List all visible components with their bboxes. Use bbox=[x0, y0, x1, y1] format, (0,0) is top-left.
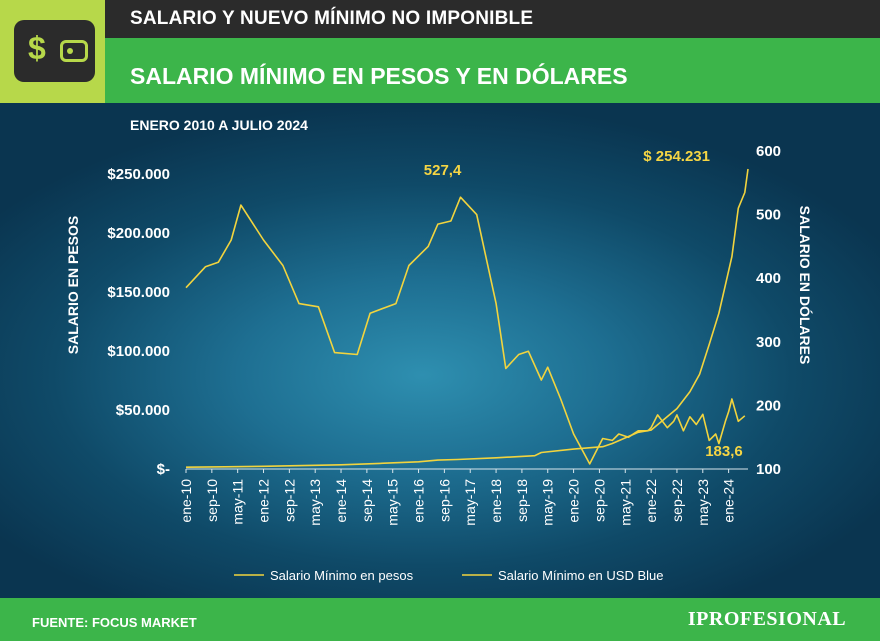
legend-label: Salario Mínimo en USD Blue bbox=[498, 568, 663, 583]
x-tick-label: ene-16 bbox=[411, 479, 427, 523]
x-tick-label: ene-24 bbox=[721, 479, 737, 523]
right-tick-label: 100 bbox=[756, 461, 781, 478]
x-tick-label: sep-10 bbox=[204, 479, 220, 522]
x-tick-label: sep-12 bbox=[281, 479, 297, 522]
x-tick-label: may-17 bbox=[462, 479, 478, 526]
left-tick-label: $200.000 bbox=[107, 225, 170, 242]
left-tick-label: $250.000 bbox=[107, 166, 170, 183]
series-line-pesos bbox=[185, 168, 749, 468]
x-tick-label: ene-20 bbox=[566, 479, 582, 523]
top-bar bbox=[0, 0, 880, 38]
legend-label: Salario Mínimo en pesos bbox=[270, 568, 414, 583]
x-tick-label: ene-18 bbox=[488, 479, 504, 523]
x-tick-label: may-15 bbox=[385, 479, 401, 526]
x-tick-label: sep-22 bbox=[669, 479, 685, 522]
data-label: 183,6 bbox=[705, 443, 743, 460]
x-tick-label: may-21 bbox=[617, 479, 633, 526]
wallet-dollar-icon: $ bbox=[14, 20, 95, 82]
right-tick-label: 500 bbox=[756, 207, 781, 224]
series-line-usd bbox=[185, 196, 746, 465]
left-tick-label: $50.000 bbox=[116, 402, 170, 419]
wallet-clasp-icon bbox=[60, 40, 88, 62]
x-tick-label: may-19 bbox=[540, 479, 556, 526]
right-axis-title: SALARIO EN DÓLARES bbox=[797, 206, 814, 365]
x-tick-label: may-11 bbox=[230, 479, 246, 525]
top-title: SALARIO Y NUEVO MÍNIMO NO IMPONIBLE bbox=[130, 8, 534, 29]
x-tick-label: ene-14 bbox=[333, 479, 349, 523]
page-title: SALARIO MÍNIMO EN PESOS Y EN DÓLARES bbox=[130, 63, 628, 89]
data-label: 527,4 bbox=[424, 162, 462, 179]
right-tick-label: 600 bbox=[756, 143, 781, 160]
x-tick-label: sep-20 bbox=[591, 479, 607, 522]
title-bar bbox=[0, 38, 880, 103]
left-tick-label: $- bbox=[157, 461, 170, 478]
x-tick-label: ene-22 bbox=[643, 479, 659, 523]
left-axis-title: SALARIO EN PESOS bbox=[65, 216, 81, 354]
footer-source: FUENTE: FOCUS MARKET bbox=[32, 615, 197, 630]
logo-box: $ bbox=[0, 0, 105, 103]
right-tick-label: 300 bbox=[756, 334, 781, 351]
chart-subtitle: ENERO 2010 A JULIO 2024 bbox=[130, 117, 308, 133]
left-tick-label: $150.000 bbox=[107, 284, 170, 301]
footer-bar bbox=[0, 598, 880, 641]
brand-logo: IPROFESIONAL bbox=[687, 608, 847, 630]
x-tick-label: sep-14 bbox=[359, 479, 375, 522]
left-tick-label: $100.000 bbox=[107, 343, 170, 360]
x-tick-label: may-23 bbox=[695, 479, 711, 526]
x-tick-label: may-13 bbox=[307, 479, 323, 526]
x-tick-label: ene-10 bbox=[178, 479, 194, 523]
data-label: $ 254.231 bbox=[643, 148, 710, 165]
right-tick-label: 400 bbox=[756, 270, 781, 287]
dollar-sign-icon: $ bbox=[28, 30, 46, 66]
x-tick-label: ene-12 bbox=[256, 479, 272, 523]
chart-background bbox=[0, 103, 880, 598]
x-tick-label: sep-16 bbox=[436, 479, 452, 522]
x-tick-label: sep-18 bbox=[514, 479, 530, 522]
right-tick-label: 200 bbox=[756, 397, 781, 414]
